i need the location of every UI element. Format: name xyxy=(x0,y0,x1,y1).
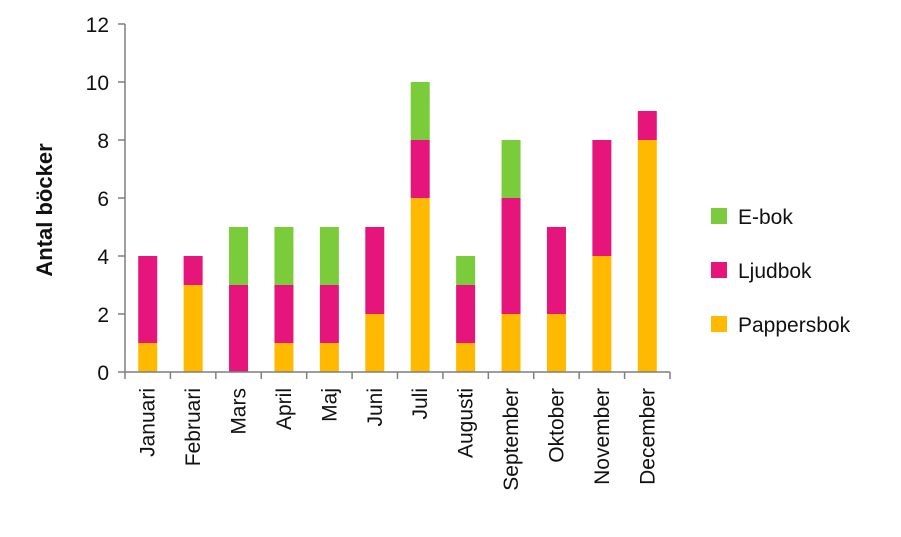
bar-ljudbok-april xyxy=(274,285,294,343)
bar-ljudbok-januari xyxy=(138,256,158,343)
bar-pappersbok-maj xyxy=(319,343,339,372)
bar-pappersbok-december xyxy=(637,140,657,372)
y-tick-label: 12 xyxy=(86,14,109,37)
legend-swatch-pappersbok xyxy=(711,316,727,332)
x-tick-label-juni: Juni xyxy=(364,388,387,427)
bar-e-bok-juli xyxy=(410,82,430,140)
legend-label-e-bok: E-bok xyxy=(738,206,793,229)
y-tick-label: 6 xyxy=(97,188,109,211)
bar-ljudbok-oktober xyxy=(546,227,566,314)
y-axis-ticks: 0 2 4 6 8 10 12 xyxy=(86,14,125,385)
bar-ljudbok-juli xyxy=(410,140,430,198)
bar-pappersbok-januari xyxy=(138,343,158,372)
y-axis-label: Antal böcker xyxy=(32,143,57,277)
bar-pappersbok-februari xyxy=(183,285,203,372)
bar-pappersbok-september xyxy=(501,314,521,372)
axes xyxy=(124,24,670,373)
bar-e-bok-april xyxy=(274,227,294,285)
x-tick-label-mars: Mars xyxy=(228,388,251,435)
x-tick-label-april: April xyxy=(273,388,296,430)
legend-label-ljudbok: Ljudbok xyxy=(738,260,812,283)
bar-ljudbok-juni xyxy=(365,227,385,314)
x-tick-label-september: September xyxy=(500,388,523,491)
y-tick-label: 2 xyxy=(97,304,109,327)
y-tick-label: 0 xyxy=(97,362,109,385)
bar-pappersbok-juli xyxy=(410,198,430,372)
bar-pappersbok-juni xyxy=(365,314,385,372)
x-tick-label-oktober: Oktober xyxy=(545,388,568,463)
bar-ljudbok-december xyxy=(637,111,657,140)
legend-label-pappersbok: Pappersbok xyxy=(738,314,851,337)
bar-ljudbok-mars xyxy=(229,285,249,372)
x-tick-label-februari: Februari xyxy=(182,388,205,466)
x-axis-ticks: Januari Februari Mars April Maj Juni Juli Augus… xyxy=(124,372,671,491)
bar-ljudbok-september xyxy=(501,198,521,314)
bar-e-bok-mars xyxy=(229,227,249,285)
x-tick-label-maj: Maj xyxy=(318,388,341,422)
legend-swatch-ljudbok xyxy=(711,262,727,278)
bar-e-bok-september xyxy=(501,140,521,198)
x-tick-label-juli: Juli xyxy=(409,388,432,420)
y-tick-label: 10 xyxy=(86,72,109,95)
x-tick-label-november: November xyxy=(591,388,614,485)
legend: E-bok Ljudbok Pappersbok xyxy=(711,206,851,337)
bar-ljudbok-februari xyxy=(183,256,203,285)
bar-pappersbok-april xyxy=(274,343,294,372)
x-tick-label-augusti: Augusti xyxy=(455,388,478,458)
y-tick-label: 8 xyxy=(97,130,109,153)
x-tick-label-januari: Januari xyxy=(137,388,160,457)
bar-pappersbok-augusti xyxy=(456,343,476,372)
x-tick-label-december: December xyxy=(636,388,659,485)
bar-e-bok-augusti xyxy=(456,256,476,285)
bar-pappersbok-oktober xyxy=(546,314,566,372)
y-tick-label: 4 xyxy=(97,246,109,269)
bar-ljudbok-maj xyxy=(319,285,339,343)
bar-ljudbok-augusti xyxy=(456,285,476,343)
legend-swatch-e-bok xyxy=(711,208,727,224)
bar-ljudbok-november xyxy=(592,140,612,256)
plot-area xyxy=(138,82,657,372)
bar-e-bok-maj xyxy=(319,227,339,285)
bar-pappersbok-november xyxy=(592,256,612,372)
